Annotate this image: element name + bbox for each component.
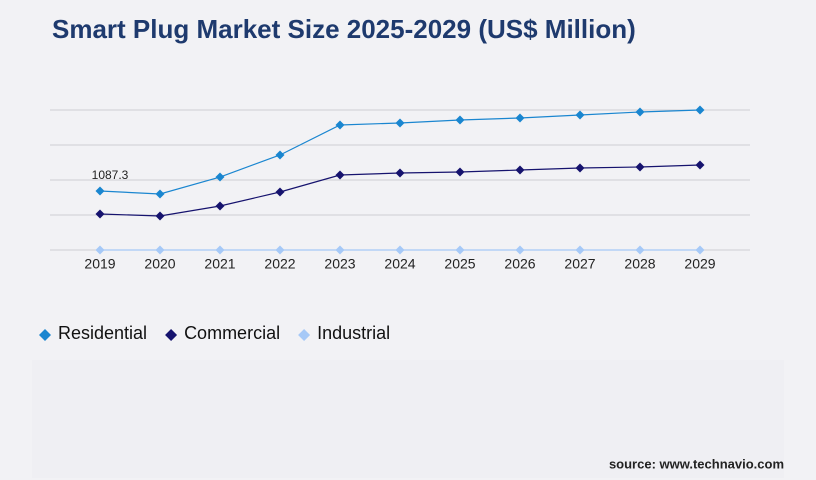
x-tick-label: 2029 xyxy=(684,256,715,272)
data-point xyxy=(695,160,705,170)
data-point xyxy=(275,187,285,197)
data-point xyxy=(215,245,225,255)
data-point xyxy=(335,120,345,130)
data-point xyxy=(515,245,525,255)
data-point xyxy=(95,209,105,219)
data-point xyxy=(335,245,345,255)
data-point xyxy=(275,245,285,255)
x-tick-label: 2021 xyxy=(204,256,235,272)
data-point xyxy=(95,186,105,196)
data-point xyxy=(335,170,345,180)
legend-label: Residential xyxy=(58,323,147,343)
data-label: 1087.3 xyxy=(92,168,129,182)
data-point xyxy=(155,211,165,221)
x-tick-label: 2022 xyxy=(264,256,295,272)
data-point xyxy=(575,110,585,120)
source: source: www.technavio.com xyxy=(609,456,784,471)
legend-marker xyxy=(165,329,178,341)
data-point xyxy=(635,162,645,172)
legend-marker xyxy=(39,329,51,341)
data-point xyxy=(455,245,465,255)
x-tick-label: 2026 xyxy=(504,256,535,272)
data-point xyxy=(695,245,705,255)
data-point xyxy=(155,189,165,199)
legend-marker xyxy=(298,329,311,341)
data-point xyxy=(695,105,705,115)
x-tick-label: 2019 xyxy=(84,256,115,272)
x-tick-label: 2025 xyxy=(444,256,475,272)
x-tick-label: 2020 xyxy=(144,256,175,272)
x-tick-label: 2023 xyxy=(324,256,355,272)
data-point xyxy=(515,165,525,175)
data-point xyxy=(215,172,225,182)
data-point xyxy=(575,163,585,173)
data-point xyxy=(395,245,405,255)
legend-label: Industrial xyxy=(317,323,390,343)
data-point xyxy=(275,150,285,160)
data-point xyxy=(455,115,465,125)
data-point xyxy=(515,113,525,123)
chart-title: Smart Plug Market Size 2025-2029 (US$ Mi… xyxy=(52,14,636,44)
x-tick-label: 2027 xyxy=(564,256,595,272)
data-point xyxy=(95,245,105,255)
legend-label: Commercial xyxy=(184,323,280,343)
data-point xyxy=(575,245,585,255)
data-point xyxy=(635,107,645,117)
data-point xyxy=(455,167,465,177)
data-point xyxy=(215,201,225,211)
panel xyxy=(32,360,784,478)
data-point xyxy=(395,118,405,128)
data-point xyxy=(155,245,165,255)
x-tick-label: 2028 xyxy=(624,256,655,272)
data-point xyxy=(635,245,645,255)
x-tick-label: 2024 xyxy=(384,256,415,272)
data-point xyxy=(395,168,405,178)
